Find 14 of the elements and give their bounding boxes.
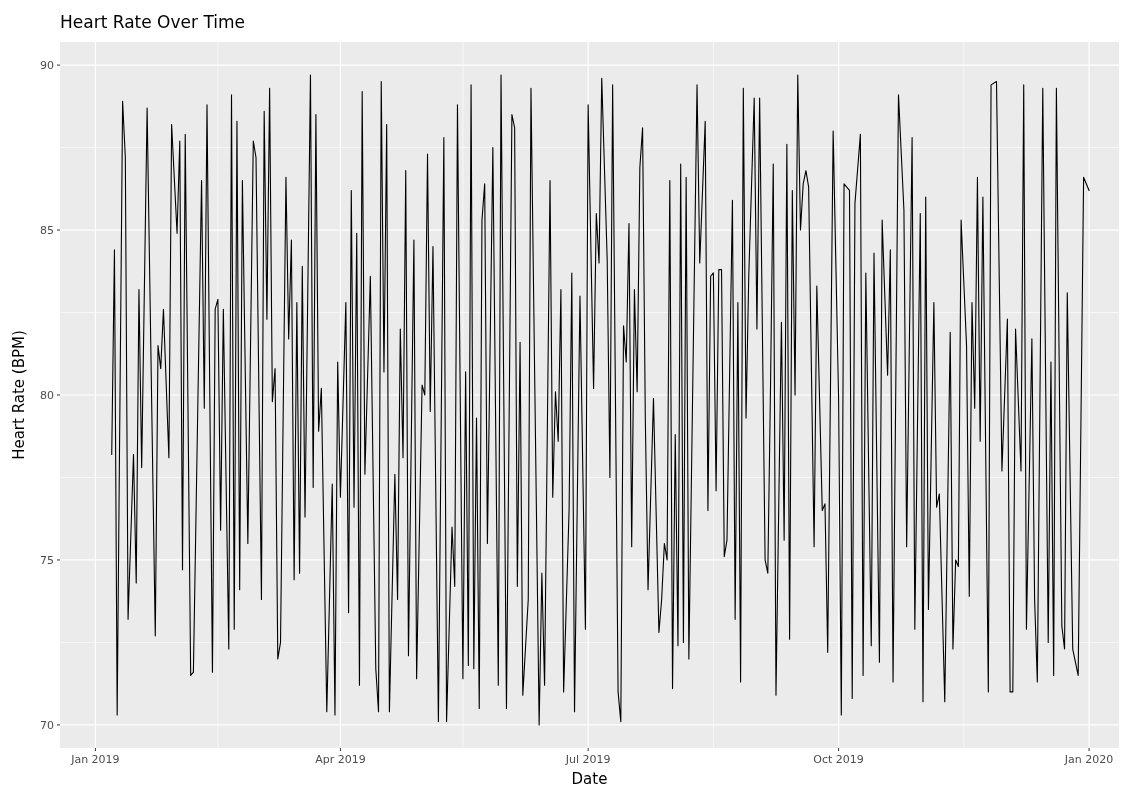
x-axis-title: Date	[571, 770, 608, 788]
chart-title: Heart Rate Over Time	[60, 12, 245, 32]
x-tick-label: Jan 2019	[70, 753, 120, 766]
y-tick-label: 90	[40, 58, 54, 72]
y-tick-label: 80	[40, 388, 54, 402]
x-tick-label: Apr 2019	[315, 753, 366, 766]
line-series	[111, 74, 1090, 726]
y-axis-title: Heart Rate (BPM)	[10, 330, 28, 460]
x-tick-label: Jan 2020	[1063, 753, 1114, 766]
y-tick-label: 85	[40, 223, 54, 237]
x-tick-label: Oct 2019	[813, 753, 864, 766]
y-tick-label: 75	[40, 553, 54, 567]
y-tick-label: 70	[40, 718, 54, 732]
x-tick-label: Jul 2019	[564, 753, 611, 766]
